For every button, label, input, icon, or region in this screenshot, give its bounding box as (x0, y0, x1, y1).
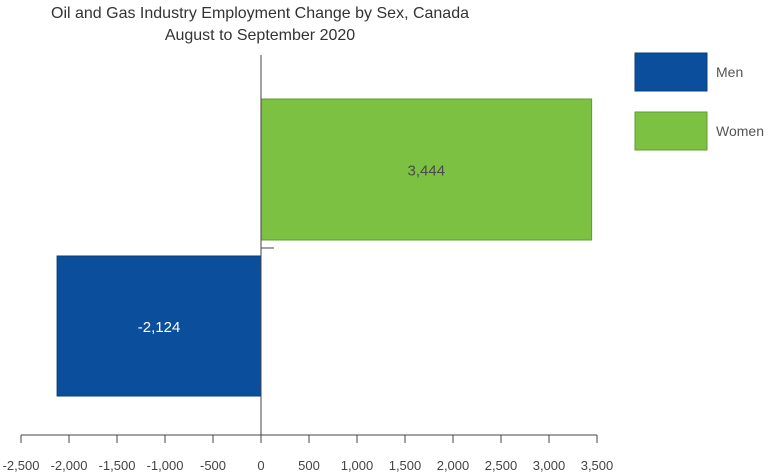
x-tick-label: 2,500 (485, 458, 518, 473)
legend-swatch-men (634, 52, 708, 92)
x-tick-label: 2,000 (437, 458, 470, 473)
x-tick-label: 0 (257, 458, 264, 473)
x-tick-label: -1,000 (147, 458, 184, 473)
legend-swatch-women (634, 111, 708, 151)
x-tick-label: -2,000 (51, 458, 88, 473)
x-tick-label: -2,500 (3, 458, 40, 473)
x-tick-label: 500 (298, 458, 320, 473)
x-axis: -2,500 -2,000 -1,500 -1,000 -500 0 500 1,000 1,5… (3, 55, 614, 473)
x-tick-label: 1,000 (341, 458, 374, 473)
legend-label-men: Men (716, 64, 743, 80)
chart-subtitle: August to September 2020 (165, 27, 355, 44)
bars-layer: 3,444 -2,124 (56, 98, 593, 397)
chart-title: Oil and Gas Industry Employment Change b… (51, 5, 469, 22)
legend-label-women: Women (716, 123, 764, 139)
bar-men (56, 255, 262, 397)
bar-women (260, 98, 593, 241)
x-tick-label: -500 (200, 458, 226, 473)
x-tick-label: 3,500 (581, 458, 614, 473)
legend: Men Women (634, 52, 764, 151)
x-tick-label: 3,000 (533, 458, 566, 473)
bar-label-women: 3,444 (408, 163, 446, 180)
x-tick-label: -1,500 (99, 458, 136, 473)
x-tick-label: 1,500 (389, 458, 422, 473)
bar-label-men: -2,124 (138, 319, 181, 336)
